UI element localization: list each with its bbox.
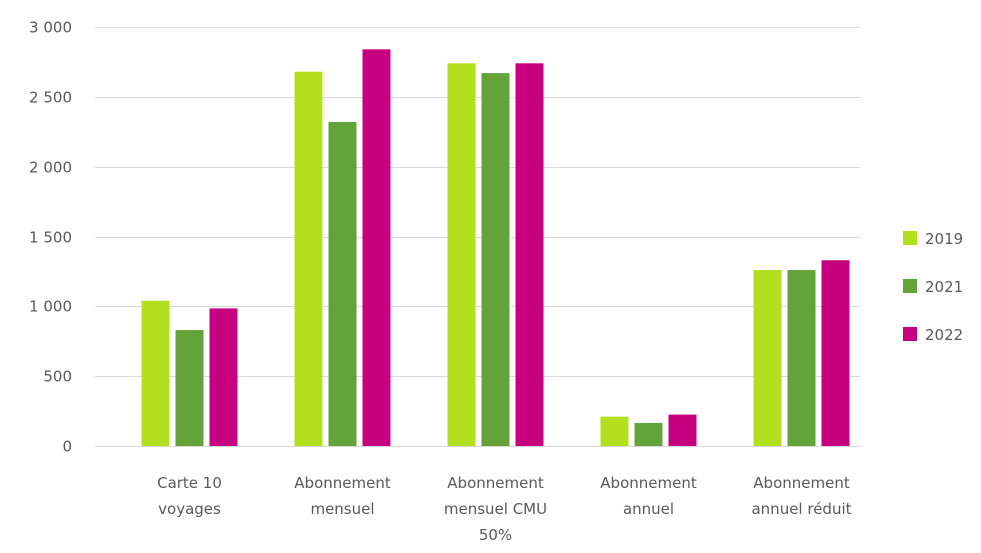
legend-label-2019: 2019	[925, 230, 963, 248]
legend-swatch-2021	[903, 279, 917, 293]
legend-label-2021: 2021	[925, 278, 963, 296]
x-category-label-line: annuel	[623, 500, 674, 518]
x-category-label: Abonnement mensuel	[294, 474, 391, 518]
y-tick-label: 3 000	[29, 19, 72, 37]
y-tick-label: 1 500	[29, 229, 72, 247]
y-tick-label: 500	[43, 368, 72, 386]
x-category-label-line: Abonnement	[600, 474, 697, 492]
x-category-label: Carte 10 voyages	[157, 474, 222, 518]
legend: 2019 2021 2022	[903, 230, 963, 344]
bars	[141, 49, 850, 447]
bar-2019	[141, 300, 170, 446]
x-category-label: Abonnement annuel	[600, 474, 697, 518]
bar-2022	[362, 49, 391, 446]
y-tick-label: 2 500	[29, 89, 72, 107]
x-category-label-line: annuel réduit	[751, 500, 851, 518]
bar-2021	[787, 270, 816, 446]
bar-2019	[294, 71, 323, 447]
bar-2019	[753, 270, 782, 446]
bar-2022	[209, 308, 238, 446]
bar-2022	[821, 260, 850, 446]
bar-2021	[328, 121, 357, 447]
x-category-label: Abonnement annuel réduit	[751, 474, 851, 518]
x-category-label-line: voyages	[158, 500, 221, 518]
x-category-label-line: Abonnement	[447, 474, 544, 492]
x-category-label-line: mensuel	[310, 500, 374, 518]
x-category-label-line: Abonnement	[294, 474, 391, 492]
legend-swatch-2019	[903, 231, 917, 245]
y-tick-label: 2 000	[29, 159, 72, 177]
x-category-label-line: Abonnement	[753, 474, 850, 492]
bar-2019	[600, 416, 629, 446]
bar-2022	[515, 63, 544, 447]
bar-2021	[175, 330, 204, 446]
bar-2022	[668, 414, 697, 446]
y-axis-tick-labels: 0 500 1 000 1 500 2 000 2 500 3 000	[29, 19, 72, 456]
x-category-label-line: 50%	[479, 526, 512, 544]
y-tick-label: 0	[62, 438, 72, 456]
legend-swatch-2022	[903, 327, 917, 341]
bar-2021	[481, 73, 510, 446]
y-tick-label: 1 000	[29, 298, 72, 316]
x-category-label-line: Carte 10	[157, 474, 222, 492]
legend-label-2022: 2022	[925, 326, 963, 344]
bar-2019	[447, 63, 476, 447]
x-category-label: Abonnement mensuel CMU 50%	[444, 474, 547, 544]
bar-2021	[634, 422, 663, 446]
x-category-label-line: mensuel CMU	[444, 500, 547, 518]
